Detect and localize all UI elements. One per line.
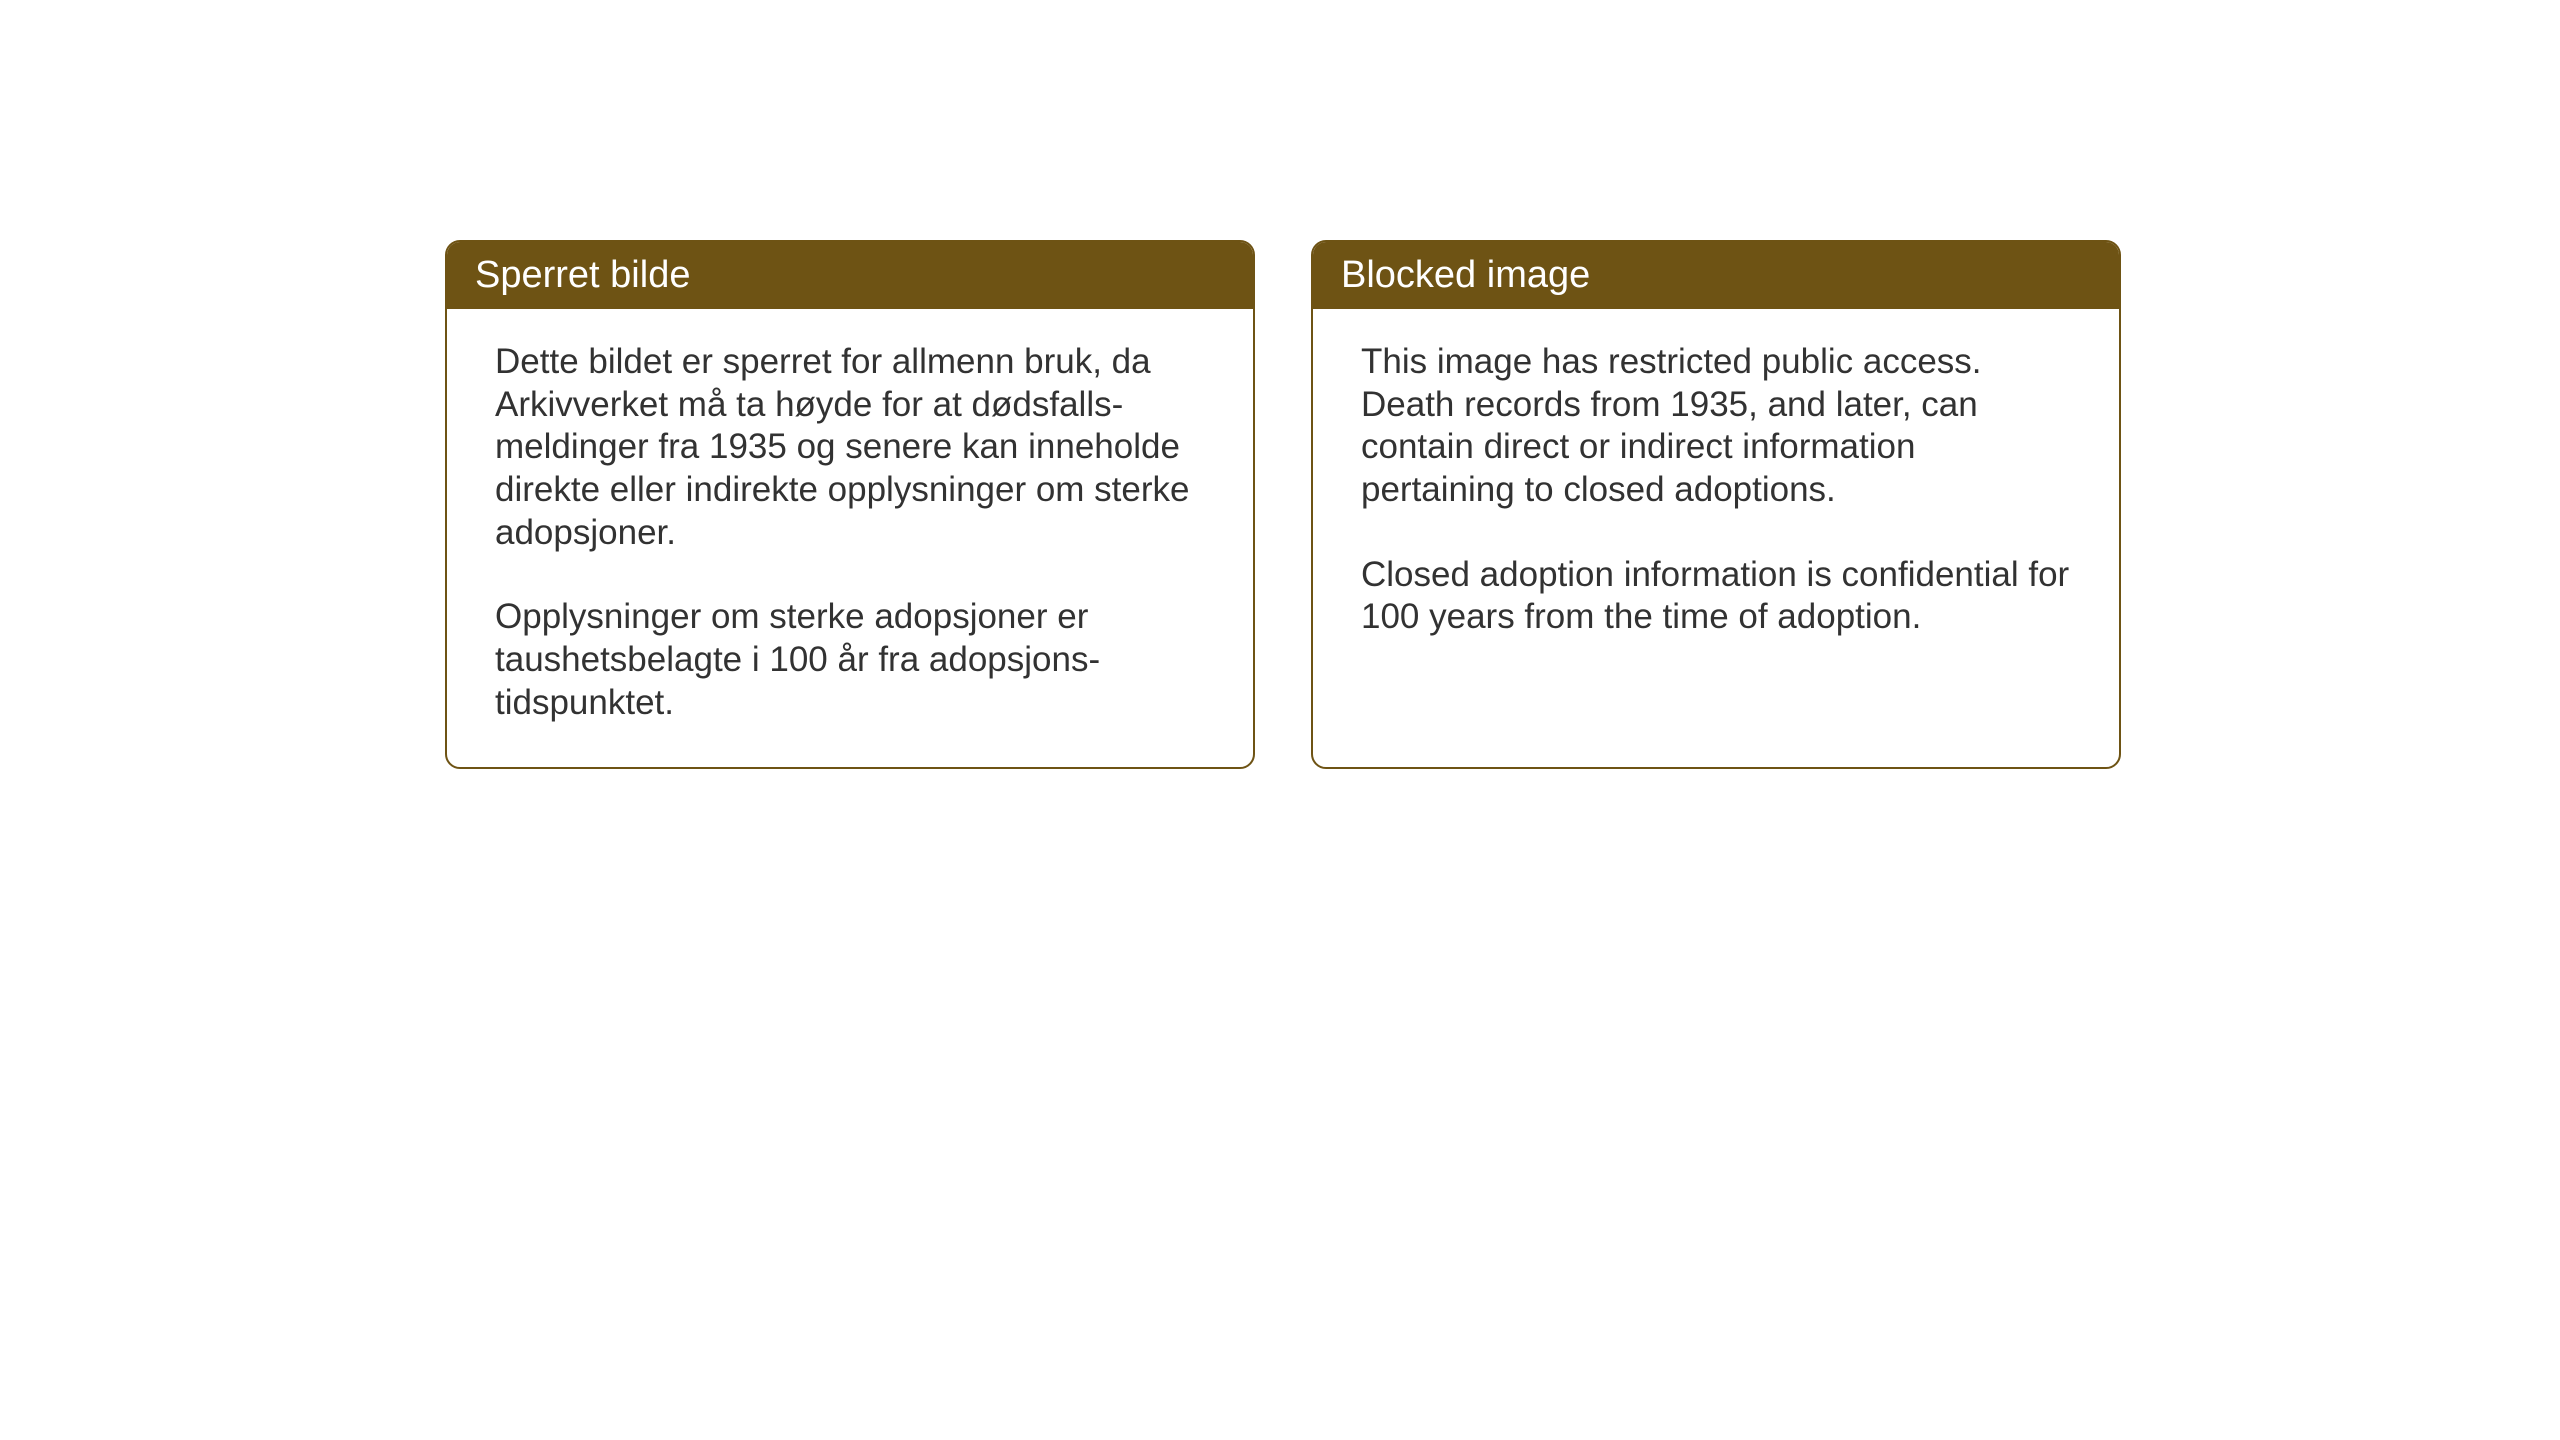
card-body-norwegian: Dette bildet er sperret for allmenn bruk… xyxy=(447,309,1253,767)
card-header-english: Blocked image xyxy=(1313,242,2119,309)
card-title-english: Blocked image xyxy=(1341,254,1590,296)
notice-card-english: Blocked image This image has restricted … xyxy=(1311,240,2121,769)
card-body-english: This image has restricted public access.… xyxy=(1313,309,2119,729)
notice-cards-container: Sperret bilde Dette bildet er sperret fo… xyxy=(445,240,2121,769)
card-paragraph-2-english: Closed adoption information is confident… xyxy=(1361,554,2071,639)
notice-card-norwegian: Sperret bilde Dette bildet er sperret fo… xyxy=(445,240,1255,769)
card-header-norwegian: Sperret bilde xyxy=(447,242,1253,309)
card-paragraph-1-norwegian: Dette bildet er sperret for allmenn bruk… xyxy=(495,341,1205,554)
card-title-norwegian: Sperret bilde xyxy=(475,254,690,296)
card-paragraph-1-english: This image has restricted public access.… xyxy=(1361,341,2071,512)
card-paragraph-2-norwegian: Opplysninger om sterke adopsjoner er tau… xyxy=(495,596,1205,724)
